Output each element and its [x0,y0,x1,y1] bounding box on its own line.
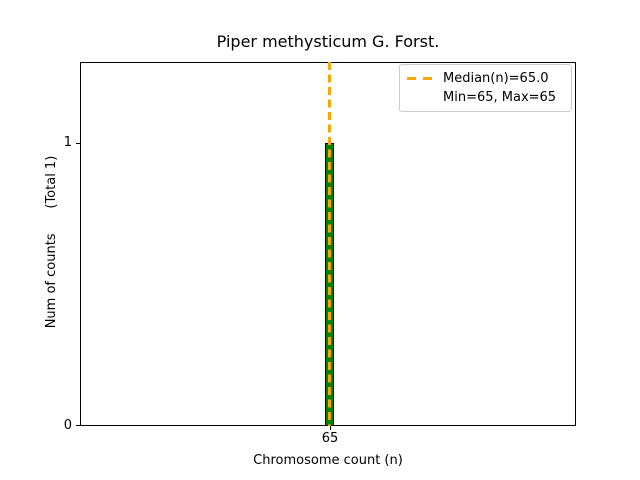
legend-label-minmax: Min=65, Max=65 [443,90,557,105]
legend-item-median: Median(n)=65.0 [407,69,564,88]
orange-dashed-line-icon [407,77,433,80]
y-tick-label-0: 0 [63,418,72,433]
y-tick-label-1: 1 [63,135,72,150]
median-dashed-line [328,62,331,426]
legend-box: Median(n)=65.0 Min=65, Max=65 [399,64,572,112]
legend-item-minmax: Min=65, Max=65 [407,88,564,107]
x-axis-label: Chromosome count (n) [253,453,403,468]
chart-title: Piper methysticum G. Forst. [216,32,440,51]
legend-label-median: Median(n)=65.0 [443,71,549,86]
y-axis-tick-0 [76,425,80,426]
y-axis-label: Num of counts (Total 1) [44,155,59,329]
legend-marker-empty [407,96,433,99]
y-axis-tick-1 [76,143,80,144]
x-tick-label-65: 65 [321,431,339,446]
x-axis-tick-65 [330,426,331,430]
